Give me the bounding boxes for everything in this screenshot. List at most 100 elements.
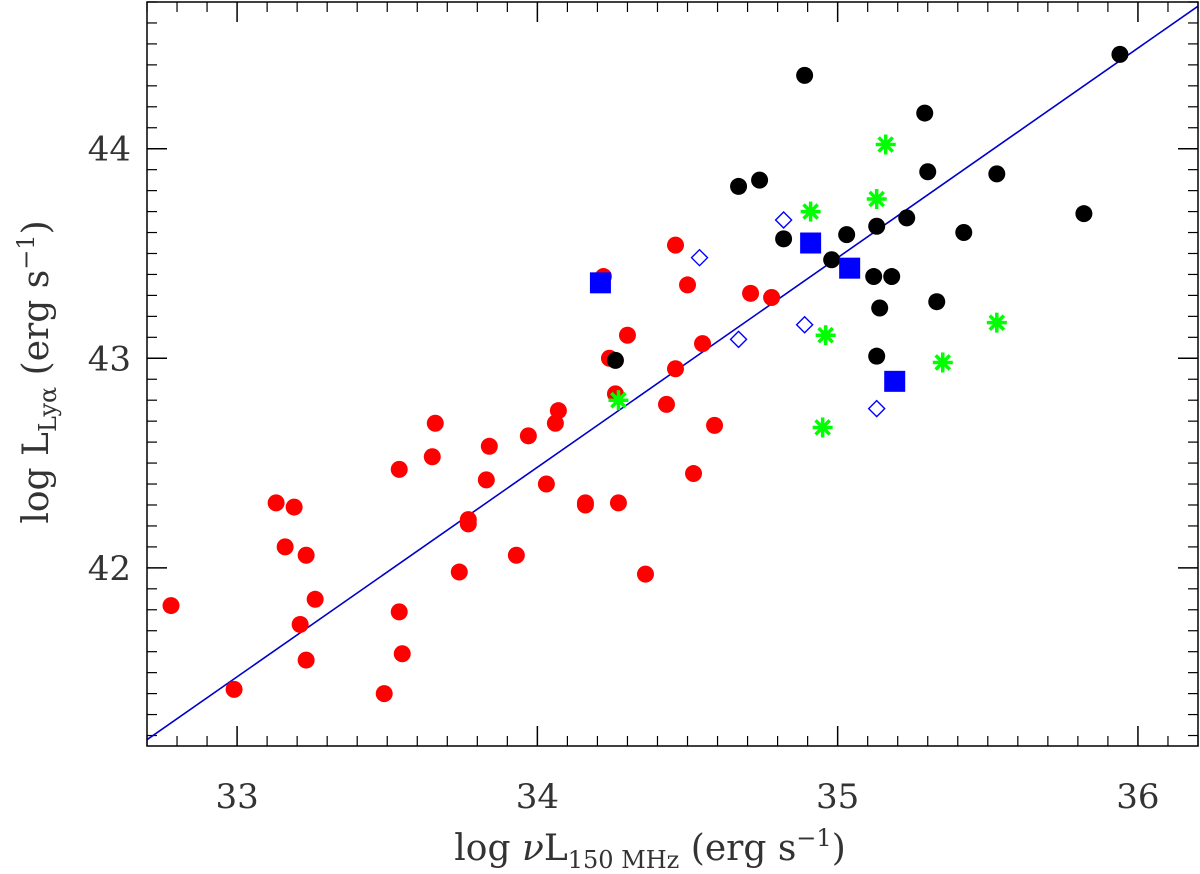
data-point-circle — [916, 104, 934, 122]
data-point-circle — [576, 494, 594, 512]
tick-labels: 33 34 35 36 42 43 44 — [88, 130, 1160, 817]
data-point-circle — [276, 538, 294, 556]
data-point-circle — [1075, 205, 1093, 223]
data-point-circle — [730, 177, 748, 195]
data-point-circle — [706, 416, 724, 434]
x-axis-label-close: ) — [832, 828, 846, 869]
data-point-asterisk — [866, 189, 887, 210]
data-point-circle — [423, 448, 441, 466]
asterisk-stroke — [814, 419, 831, 436]
data-point-circle — [955, 224, 973, 242]
data-point-circle — [751, 171, 769, 189]
data-point-circle — [477, 471, 495, 489]
asterisk-stroke — [610, 391, 627, 409]
data-point-asterisk — [875, 134, 896, 155]
data-point-circle — [928, 293, 946, 311]
data-point-square — [839, 257, 861, 279]
x-tick-label: 33 — [215, 777, 258, 817]
data-point-circle — [618, 326, 636, 344]
data-point-diamond — [690, 248, 709, 267]
data-point-circle — [763, 289, 781, 307]
asterisk-stroke — [934, 354, 952, 371]
data-point-circle — [898, 209, 916, 227]
data-points — [162, 45, 1129, 703]
data-point-circle — [667, 236, 685, 254]
data-point-asterisk — [608, 390, 629, 411]
data-point-circle — [549, 402, 567, 420]
data-point-circle — [267, 494, 285, 512]
y-axis-label-prefix: log — [16, 456, 57, 524]
data-point-circle — [537, 475, 555, 493]
data-point-circle — [390, 460, 408, 478]
data-point-circle — [871, 299, 889, 317]
x-tick-label: 36 — [1116, 777, 1159, 817]
data-point-circle — [657, 395, 675, 413]
data-point-circle — [459, 515, 477, 533]
x-axis-label-subscript: 150 MHz — [568, 846, 680, 874]
asterisk-stroke — [877, 136, 895, 153]
data-point-circle — [775, 230, 793, 248]
data-point-circle — [868, 347, 886, 365]
plot-frame — [146, 1, 1199, 747]
data-point-circle — [988, 165, 1006, 183]
data-point-asterisk — [932, 352, 953, 373]
data-point-circle — [393, 645, 411, 663]
data-point-circle — [480, 437, 498, 455]
x-axis-label-nu: ν — [522, 828, 544, 869]
asterisk-stroke — [988, 314, 1006, 331]
data-point-circle — [519, 427, 537, 445]
data-point-circle — [285, 498, 303, 516]
tick-marks — [146, 1, 1199, 746]
data-point-circle — [679, 276, 697, 294]
data-point-circle — [225, 680, 243, 698]
data-point-circle — [823, 251, 841, 269]
data-point-circle — [636, 565, 654, 583]
data-point-circle — [450, 563, 468, 581]
data-point-circle — [796, 66, 814, 84]
data-point-square — [800, 232, 822, 254]
data-point-circle — [609, 494, 627, 512]
data-point-circle — [694, 335, 712, 353]
data-point-circle — [162, 597, 180, 615]
x-axis-label-main: L — [544, 828, 568, 869]
data-point-circle — [390, 603, 408, 621]
x-axis-label-prefix: log — [454, 828, 522, 869]
asterisk-stroke — [817, 326, 834, 344]
data-point-asterisk — [986, 312, 1007, 333]
y-axis-label-units: (erg s — [16, 270, 57, 387]
x-tick-label: 35 — [816, 777, 859, 817]
data-point-diamond — [729, 330, 748, 349]
x-tick-label: 34 — [516, 777, 559, 817]
x-axis-label-superscript: −1 — [796, 824, 831, 852]
data-point-diamond — [867, 399, 886, 418]
data-point-circle — [306, 590, 324, 608]
data-point-circle — [507, 546, 525, 564]
data-point-circle — [742, 284, 760, 302]
data-point-diamond — [774, 210, 793, 229]
data-point-square — [589, 272, 611, 294]
y-tick-label: 44 — [88, 130, 131, 170]
data-point-circle — [685, 465, 703, 483]
y-axis-label-main: L — [16, 432, 57, 456]
y-axis-label-close: ) — [16, 220, 57, 234]
data-point-circle — [297, 546, 315, 564]
data-point-square — [884, 370, 906, 392]
data-point-diamond — [795, 315, 814, 334]
data-point-circle — [375, 685, 393, 703]
data-point-circle — [606, 351, 624, 369]
data-point-circle — [868, 217, 886, 235]
data-point-circle — [1111, 45, 1129, 63]
y-axis-label-superscript: −1 — [12, 234, 40, 269]
y-tick-label: 42 — [88, 549, 131, 589]
y-axis-label: log LLyα (erg s−1) — [12, 220, 62, 523]
data-point-circle — [297, 651, 315, 669]
data-point-asterisk — [812, 417, 833, 438]
data-point-circle — [865, 268, 883, 286]
data-point-circle — [838, 226, 856, 244]
y-tick-label: 43 — [88, 339, 131, 379]
data-point-circle — [426, 414, 444, 432]
asterisk-stroke — [802, 203, 819, 220]
data-point-circle — [883, 268, 901, 286]
